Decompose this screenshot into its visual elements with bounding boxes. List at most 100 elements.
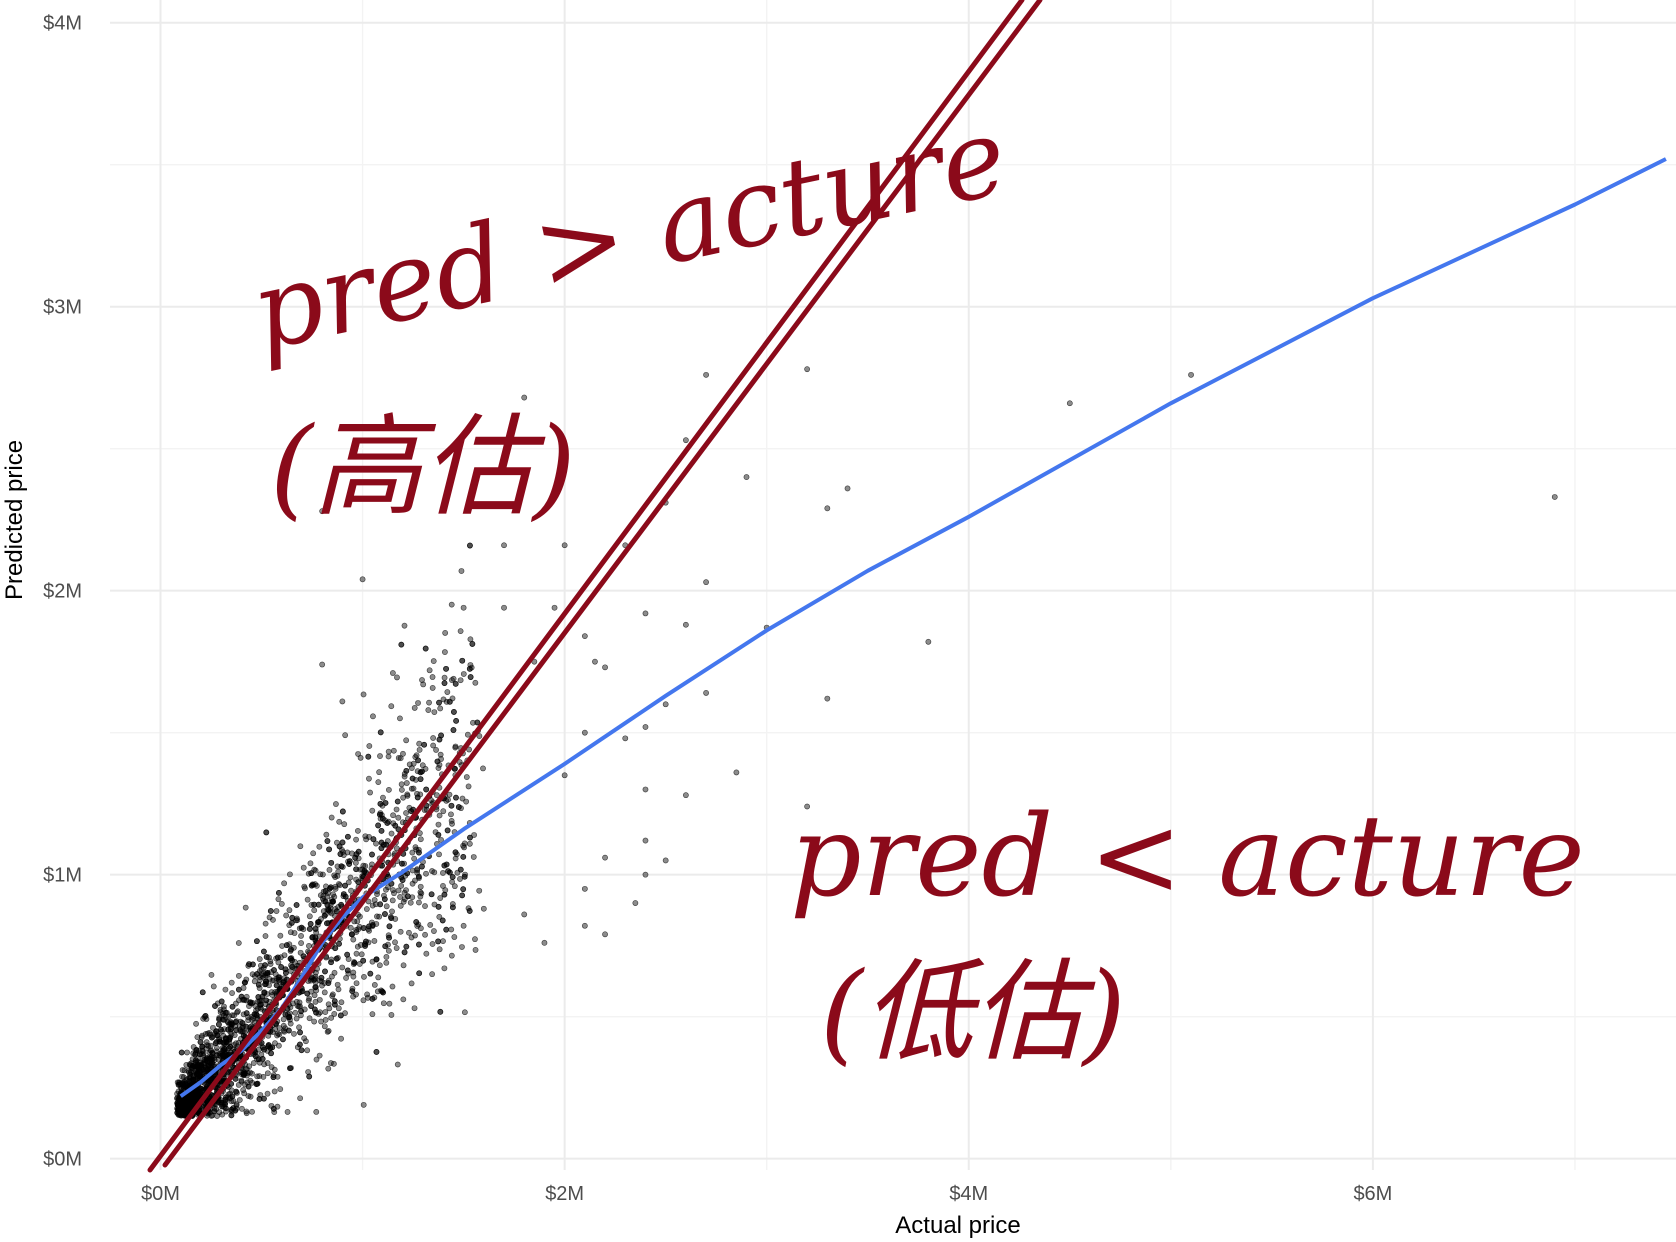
- data-point: [824, 505, 831, 512]
- data-point: [305, 1069, 312, 1075]
- data-point: [247, 1077, 254, 1084]
- data-point: [442, 887, 449, 894]
- data-point: [275, 889, 282, 896]
- data-point: [256, 956, 263, 962]
- data-point: [254, 971, 260, 977]
- data-point: [276, 976, 282, 983]
- data-point: [472, 936, 478, 943]
- data-point: [206, 1029, 213, 1036]
- data-point: [184, 1049, 190, 1056]
- data-point: [333, 801, 339, 807]
- data-point: [232, 1075, 239, 1082]
- data-point: [352, 859, 359, 866]
- data-point: [183, 1107, 189, 1114]
- data-point: [451, 709, 457, 715]
- data-point: [264, 1090, 271, 1097]
- data-point: [417, 883, 424, 890]
- data-point: [381, 892, 387, 899]
- data-point: [313, 929, 320, 936]
- data-point: [347, 874, 354, 881]
- data-point: [602, 664, 608, 671]
- data-point: [370, 836, 377, 843]
- data-point: [682, 437, 689, 444]
- data-point: [443, 926, 450, 933]
- data-point: [430, 735, 437, 741]
- data-point: [281, 952, 288, 959]
- data-point: [404, 791, 411, 798]
- data-point: [321, 989, 328, 996]
- data-point: [397, 928, 404, 935]
- data-point: [642, 610, 649, 617]
- data-point: [326, 846, 332, 853]
- data-point: [196, 1068, 202, 1075]
- data-point: [352, 854, 359, 861]
- data-point: [435, 821, 442, 828]
- data-point: [373, 1049, 380, 1055]
- data-point: [219, 1052, 226, 1059]
- data-point: [233, 1027, 240, 1033]
- data-point: [288, 946, 294, 953]
- data-point: [460, 604, 467, 611]
- data-point: [453, 717, 460, 724]
- data-point: [235, 1039, 242, 1046]
- data-point: [353, 836, 359, 843]
- data-point: [324, 920, 330, 927]
- data-point: [480, 905, 487, 912]
- data-point: [371, 981, 378, 988]
- data-point: [470, 719, 476, 726]
- data-point: [449, 677, 455, 683]
- data-point: [296, 1024, 302, 1031]
- data-point: [426, 699, 432, 706]
- data-point: [383, 959, 390, 966]
- data-point: [416, 899, 422, 906]
- data-point: [313, 1109, 320, 1115]
- data-point: [472, 947, 479, 953]
- data-point: [322, 968, 328, 975]
- data-point: [335, 1005, 342, 1012]
- data-point: [363, 938, 369, 945]
- data-point: [521, 394, 528, 401]
- data-point: [448, 802, 455, 809]
- data-point: [313, 1056, 320, 1063]
- data-point: [286, 907, 293, 914]
- data-point: [401, 949, 408, 956]
- y-axis-title: Predicted price: [1, 440, 28, 600]
- data-point: [297, 1029, 303, 1036]
- data-point: [262, 920, 269, 927]
- data-point: [328, 1014, 335, 1021]
- data-point: [339, 698, 346, 705]
- y-tick-label: $2M: [43, 581, 82, 603]
- data-point: [369, 1011, 376, 1018]
- data-point: [342, 893, 349, 900]
- data-point: [269, 977, 276, 984]
- data-point: [385, 786, 392, 793]
- data-point: [235, 972, 242, 979]
- data-point: [377, 901, 384, 908]
- data-point: [452, 680, 459, 687]
- data-point: [304, 990, 311, 997]
- data-point: [466, 840, 473, 847]
- data-point: [410, 785, 417, 792]
- data-point: [642, 724, 649, 730]
- data-point: [306, 1073, 313, 1080]
- data-point: [331, 872, 338, 879]
- data-point: [297, 1012, 304, 1019]
- data-point: [303, 1038, 309, 1045]
- data-point: [277, 932, 284, 939]
- data-point: [436, 946, 443, 953]
- data-point: [377, 729, 384, 736]
- data-point: [390, 887, 396, 893]
- data-point: [338, 901, 345, 908]
- data-point: [461, 1009, 468, 1016]
- data-point: [1066, 400, 1073, 407]
- data-point: [457, 677, 464, 684]
- data-point: [443, 665, 449, 672]
- data-point: [449, 874, 456, 880]
- x-tick-label: $6M: [1353, 1183, 1392, 1205]
- data-point: [461, 840, 468, 847]
- data-point: [408, 980, 415, 987]
- data-point: [453, 794, 459, 801]
- data-point: [371, 897, 378, 903]
- data-point: [319, 508, 326, 515]
- data-point: [417, 893, 424, 900]
